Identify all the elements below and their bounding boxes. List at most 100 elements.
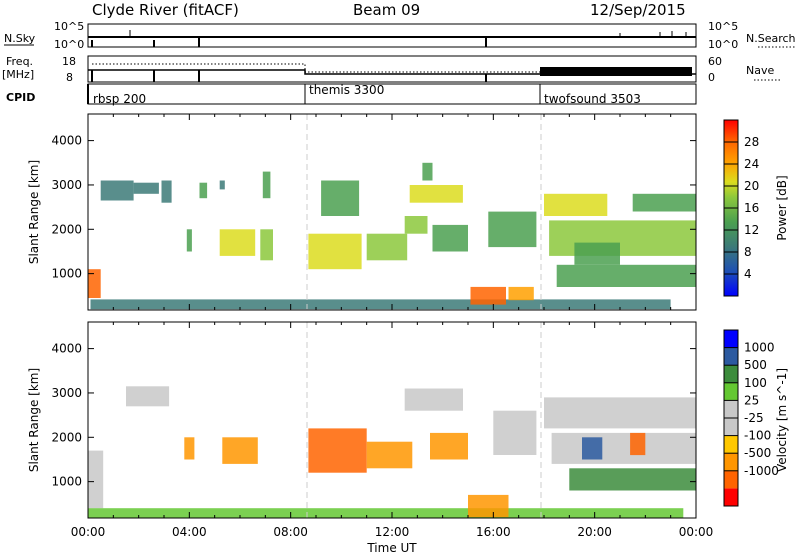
freq-tick-bottom: 8 xyxy=(66,71,73,84)
velocity-region-15 xyxy=(569,468,696,491)
velocity-cbar-tick-0: 1000 xyxy=(744,341,775,355)
nave-label: Nave xyxy=(746,64,774,77)
velocity-cbar-block-5 xyxy=(724,400,738,418)
power-region-22 xyxy=(549,220,696,256)
power-region-18 xyxy=(470,286,506,305)
nsearch-tick-top: 10^5 xyxy=(708,20,738,33)
time-axis-label: Time UT xyxy=(366,541,417,554)
power-region-1 xyxy=(100,180,134,201)
velocity-region-13 xyxy=(582,437,603,460)
time-tick-1: 04:00 xyxy=(172,525,207,539)
velocity-axis: 1000 2000 3000 4000 xyxy=(51,322,697,518)
power-axis: 1000 2000 3000 4000 xyxy=(51,114,697,310)
power-region-11 xyxy=(308,233,362,270)
power-region-23 xyxy=(556,264,696,287)
power-region-14 xyxy=(404,216,428,234)
cpid-mode-twofsound: twofsound 3503 xyxy=(544,92,641,106)
time-tick-6: 00:00 xyxy=(679,525,714,539)
freq-label-line1: Freq. xyxy=(6,55,33,68)
velocity-region-4 xyxy=(184,437,195,460)
velocity-colorbar-ticks: 1000 500 100 25 -25 -100 -500 -1000 xyxy=(724,341,779,478)
velocity-region-6 xyxy=(366,441,413,469)
velocity-region-1 xyxy=(88,508,684,518)
velocity-cbar-block-8 xyxy=(724,347,738,366)
power-cbar-tick-12: 12 xyxy=(744,223,759,237)
freq-tick-top: 18 xyxy=(62,55,76,68)
time-tick-3: 12:00 xyxy=(375,525,410,539)
velocity-region-11 xyxy=(544,397,696,429)
power-colorbar-ticks: 4 8 12 16 20 24 28 xyxy=(724,135,759,281)
nsky-label: N.Sky xyxy=(4,32,36,45)
velocity-panel: 1000 2000 3000 4000 Slant Range [km] xyxy=(27,321,697,519)
power-cbar-tick-4: 4 xyxy=(744,267,752,281)
velocity-region-0 xyxy=(88,450,104,509)
velocity-ytick-1000: 1000 xyxy=(51,475,82,489)
velocity-ytick-4000: 4000 xyxy=(51,342,82,356)
nsearch-tick-bottom: 10^0 xyxy=(708,38,738,51)
power-region-19 xyxy=(488,211,537,248)
power-region-4 xyxy=(186,229,192,252)
power-data xyxy=(88,162,696,310)
velocity-region-2 xyxy=(126,386,170,407)
power-ytick-3000: 3000 xyxy=(51,178,82,192)
time-tick-5: 20:00 xyxy=(577,525,612,539)
power-cbar-tick-20: 20 xyxy=(744,179,759,193)
power-ytick-2000: 2000 xyxy=(51,222,82,236)
power-region-8 xyxy=(260,229,273,261)
power-ylabel: Slant Range [km] xyxy=(27,160,41,264)
power-region-20 xyxy=(508,286,534,301)
cpid-strip: CPID rbsp 200 themis 3300 twofsound 3503 xyxy=(6,83,697,106)
power-region-16 xyxy=(422,162,433,181)
velocity-cbar-block-4 xyxy=(724,418,738,436)
station-title: Clyde River (fitACF) xyxy=(92,1,239,19)
velocity-cbar-block-9 xyxy=(724,330,738,348)
velocity-data xyxy=(88,386,696,518)
velocity-cbar-tick-1: 500 xyxy=(744,358,767,372)
beam-label: Beam 09 xyxy=(353,1,420,19)
power-region-7 xyxy=(219,229,256,256)
power-ytick-1000: 1000 xyxy=(51,267,82,281)
power-panel: 1000 2000 3000 4000 Slant Range [km] xyxy=(27,113,697,311)
freq-label-line2: [MHz] xyxy=(2,68,34,81)
velocity-cbar-tick-7: -1000 xyxy=(744,464,779,478)
power-region-5 xyxy=(199,182,208,199)
power-cbar-tick-24: 24 xyxy=(744,157,759,171)
velocity-ylabel: Slant Range [km] xyxy=(27,368,41,472)
cpid-label: CPID xyxy=(6,91,35,104)
power-colorbar-label: Power [dB] xyxy=(775,175,789,240)
power-cbar-tick-8: 8 xyxy=(744,245,752,259)
velocity-cbar-block-0 xyxy=(724,488,738,506)
power-region-24 xyxy=(574,242,620,265)
nsky-panel: N.Sky 10^5 10^0 10^5 10^0 N.Search xyxy=(4,20,796,51)
velocity-cbar-block-3 xyxy=(724,435,738,454)
power-region-15 xyxy=(409,185,463,203)
time-tick-0: 00:00 xyxy=(71,525,106,539)
power-cbar-tick-28: 28 xyxy=(744,135,759,149)
velocity-region-9 xyxy=(468,494,509,518)
velocity-colorbar: 1000 500 100 25 -25 -100 -500 -1000 Velocity [m… xyxy=(723,329,789,507)
velocity-cbar-tick-5: -100 xyxy=(744,429,771,443)
power-region-6 xyxy=(219,180,225,190)
power-region-13 xyxy=(366,233,408,261)
velocity-cbar-block-1 xyxy=(724,470,738,489)
nave-tick-top: 60 xyxy=(708,55,722,68)
nsearch-label: N.Search xyxy=(746,32,796,45)
nsky-tick-bottom: 10^0 xyxy=(54,38,84,51)
velocity-ytick-2000: 2000 xyxy=(51,430,82,444)
power-region-21 xyxy=(544,193,608,216)
velocity-colorbar-label: Velocity [m s^-1] xyxy=(775,368,789,472)
power-region-3 xyxy=(161,180,172,203)
velocity-ytick-3000: 3000 xyxy=(51,386,82,400)
nsky-tick-top: 10^5 xyxy=(54,20,84,33)
velocity-cbar-tick-3: 25 xyxy=(744,393,759,407)
nave-tick-bottom: 0 xyxy=(708,71,715,84)
velocity-region-8 xyxy=(430,432,468,460)
time-tick-4: 16:00 xyxy=(476,525,511,539)
velocity-region-7 xyxy=(404,388,463,411)
power-cbar-tick-16: 16 xyxy=(744,201,759,215)
date-label: 12/Sep/2015 xyxy=(590,1,686,19)
velocity-cbar-tick-6: -500 xyxy=(744,446,771,460)
power-region-0 xyxy=(88,269,101,298)
velocity-cbar-block-2 xyxy=(724,453,738,471)
